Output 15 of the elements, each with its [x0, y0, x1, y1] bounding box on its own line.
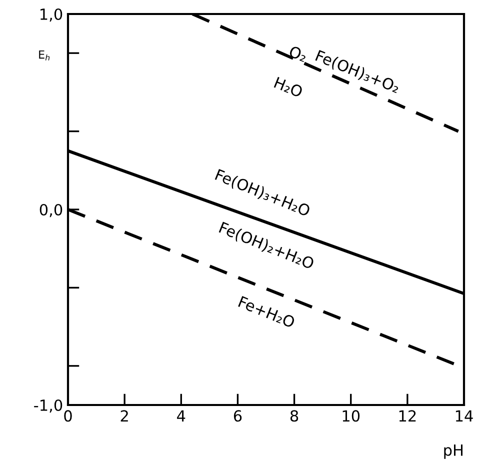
- y-tick-label: 1,0: [40, 8, 62, 22]
- y-axis-title: E$_{h}$: [39, 50, 50, 60]
- annotation: H₂O: [274, 76, 304, 98]
- x-tick-label: 4: [177, 410, 186, 422]
- x-tick-label: 0: [64, 410, 72, 422]
- annotation: O₂: [288, 45, 308, 62]
- x-tick-label: 8: [290, 410, 298, 422]
- x-tick-label: 12: [399, 410, 416, 422]
- x-tick-label: 2: [120, 410, 128, 422]
- y-tick-label: -1,0: [34, 399, 62, 413]
- x-tick-label: 14: [456, 410, 473, 422]
- x-tick-label: 6: [234, 410, 242, 422]
- y-tick-label: 0,0: [40, 204, 62, 218]
- x-axis-title: pH: [444, 444, 462, 459]
- x-tick-label: 10: [342, 410, 360, 422]
